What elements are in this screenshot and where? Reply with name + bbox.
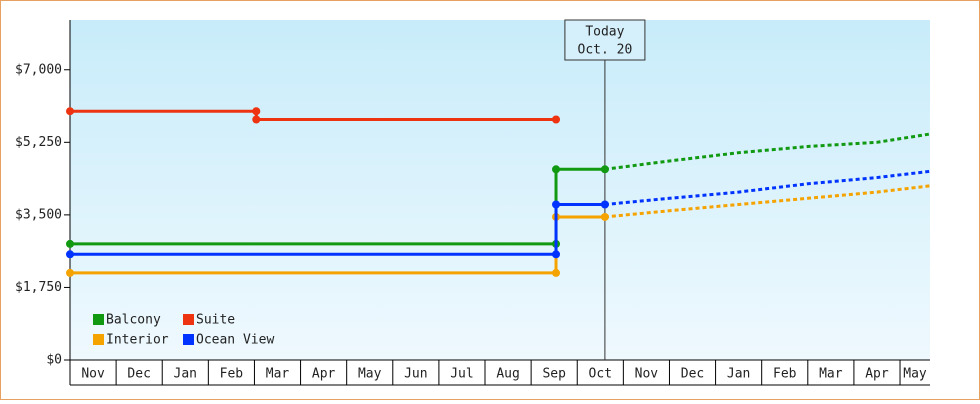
x-tick-label: Sep	[542, 367, 566, 382]
series-line	[70, 109, 557, 122]
x-tick-label: May	[358, 367, 382, 382]
legend-label: Balcony	[106, 313, 161, 328]
today-box	[564, 19, 646, 61]
legend-label: Suite	[196, 313, 235, 328]
y-tick-label: $5,250	[15, 135, 62, 150]
legend-label: Interior	[106, 333, 169, 348]
point	[600, 165, 609, 174]
x-tick-label: May	[903, 367, 927, 382]
point	[252, 107, 261, 116]
legend-label: Ocean View	[196, 333, 274, 348]
plot-area	[70, 20, 930, 360]
x-tick-label: Jan	[727, 367, 750, 382]
legend-swatch	[183, 314, 194, 325]
x-tick-label: Apr	[312, 367, 336, 382]
y-tick-label: $0	[46, 353, 62, 368]
point	[252, 115, 261, 124]
x-tick-label: Feb	[773, 367, 797, 382]
x-tick-label: Dec	[127, 367, 150, 382]
point	[552, 250, 561, 259]
x-tick-label: Jul	[450, 367, 473, 382]
y-tick-label: $3,500	[15, 207, 62, 222]
point	[552, 165, 561, 174]
today-label: Today	[585, 25, 624, 40]
x-tick-label: Jan	[174, 367, 197, 382]
x-tick-label: Mar	[266, 367, 290, 382]
point	[552, 268, 561, 277]
projection-line	[604, 169, 931, 207]
x-tick-label: Apr	[865, 367, 889, 382]
legend-swatch	[93, 314, 104, 325]
x-tick-label: Aug	[496, 367, 519, 382]
point	[66, 268, 74, 277]
projection-line	[604, 132, 931, 171]
point	[552, 115, 561, 124]
point	[552, 200, 561, 209]
point	[66, 107, 74, 116]
projection-line	[604, 184, 931, 219]
x-tick-label: Nov	[81, 367, 105, 382]
x-tick-label: Feb	[220, 367, 244, 382]
y-tick-label: $7,000	[15, 62, 62, 77]
legend-swatch	[93, 334, 104, 345]
x-tick-label: Jun	[404, 367, 427, 382]
series-line	[70, 203, 605, 256]
y-tick-label: $1,750	[15, 280, 62, 295]
x-tick-label: Nov	[635, 367, 659, 382]
x-tick-label: Dec	[681, 367, 704, 382]
today-date: Oct. 20	[578, 43, 633, 58]
point	[66, 250, 74, 259]
x-tick-label: Mar	[819, 367, 843, 382]
legend-swatch	[183, 334, 194, 345]
point	[66, 239, 74, 248]
point	[600, 200, 609, 209]
x-tick-label: Oct	[589, 367, 612, 382]
point	[600, 212, 609, 221]
